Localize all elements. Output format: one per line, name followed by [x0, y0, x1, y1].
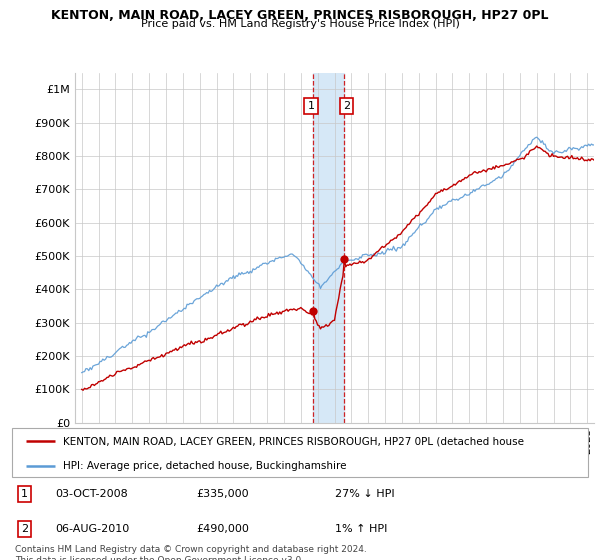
- Text: KENTON, MAIN ROAD, LACEY GREEN, PRINCES RISBOROUGH, HP27 0PL: KENTON, MAIN ROAD, LACEY GREEN, PRINCES …: [51, 9, 549, 22]
- Text: 1: 1: [307, 101, 314, 111]
- Text: 2: 2: [343, 101, 350, 111]
- Text: HPI: Average price, detached house, Buckinghamshire: HPI: Average price, detached house, Buck…: [62, 461, 346, 472]
- Text: 1: 1: [21, 489, 28, 500]
- Text: Contains HM Land Registry data © Crown copyright and database right 2024.
This d: Contains HM Land Registry data © Crown c…: [15, 545, 367, 560]
- FancyBboxPatch shape: [12, 428, 588, 477]
- Text: 06-AUG-2010: 06-AUG-2010: [55, 524, 130, 534]
- Text: Price paid vs. HM Land Registry's House Price Index (HPI): Price paid vs. HM Land Registry's House …: [140, 19, 460, 29]
- Text: £335,000: £335,000: [196, 489, 249, 500]
- Text: 2: 2: [21, 524, 28, 534]
- Text: 1% ↑ HPI: 1% ↑ HPI: [335, 524, 387, 534]
- Text: £490,000: £490,000: [196, 524, 249, 534]
- Text: 27% ↓ HPI: 27% ↓ HPI: [335, 489, 394, 500]
- Text: 03-OCT-2008: 03-OCT-2008: [55, 489, 128, 500]
- Bar: [313, 73, 344, 423]
- Text: KENTON, MAIN ROAD, LACEY GREEN, PRINCES RISBOROUGH, HP27 0PL (detached house: KENTON, MAIN ROAD, LACEY GREEN, PRINCES …: [62, 436, 524, 446]
